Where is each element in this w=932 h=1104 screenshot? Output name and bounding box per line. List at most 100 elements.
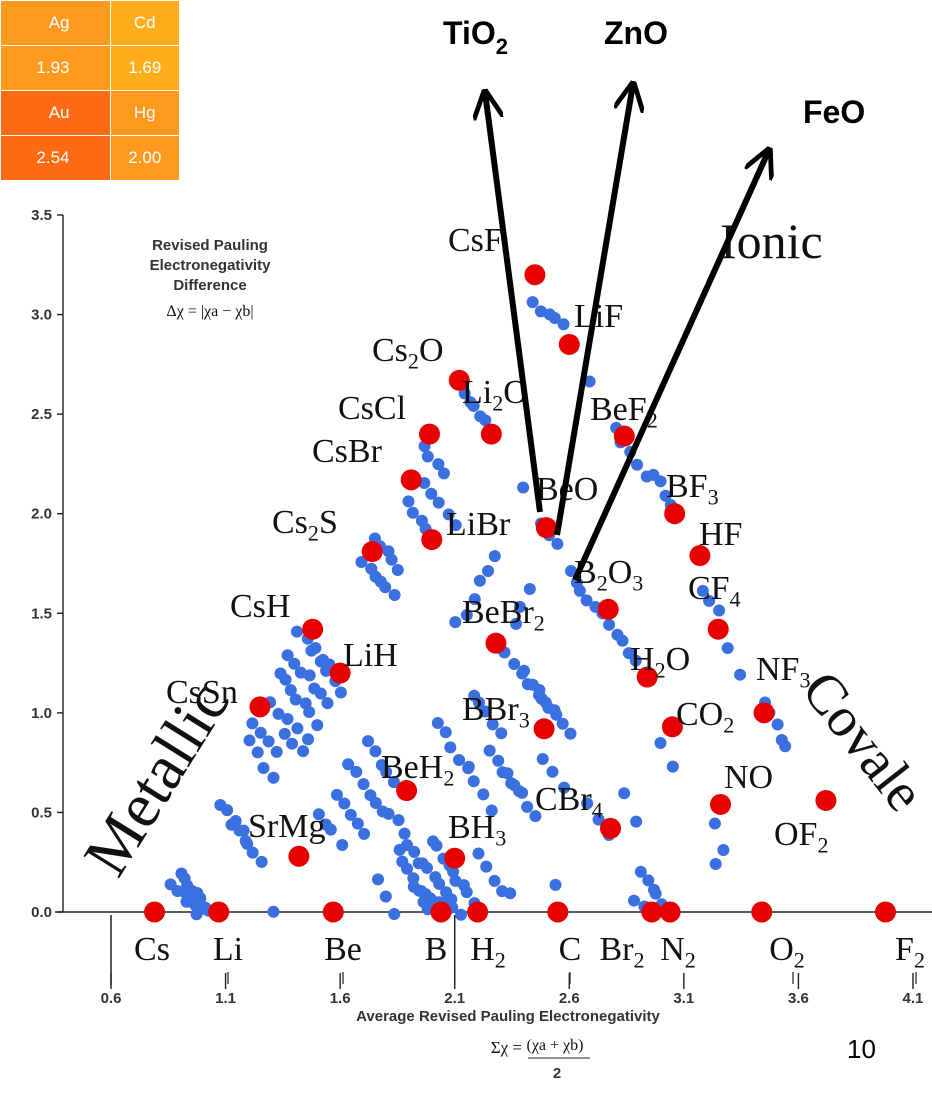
data-point bbox=[398, 827, 411, 840]
data-point bbox=[526, 296, 539, 309]
annotation-line-2: Electronegativity bbox=[150, 257, 272, 274]
compound-label: LiH bbox=[343, 637, 398, 674]
element-table-cell: 1.69 bbox=[109, 45, 180, 91]
zno-arrow bbox=[554, 84, 633, 536]
data-point bbox=[467, 775, 480, 788]
data-point bbox=[603, 618, 616, 631]
data-point bbox=[616, 634, 629, 647]
data-point bbox=[190, 908, 203, 921]
data-point bbox=[449, 616, 462, 629]
highlight-point bbox=[535, 517, 557, 539]
element-table-cell: Hg bbox=[109, 90, 180, 136]
data-point bbox=[311, 719, 324, 732]
data-point bbox=[239, 835, 252, 848]
data-point bbox=[513, 600, 526, 613]
element-table-cell: Cd bbox=[109, 0, 180, 46]
highlight-point bbox=[302, 618, 324, 640]
data-point bbox=[521, 800, 534, 813]
data-point bbox=[402, 495, 415, 508]
highlight-point bbox=[322, 901, 344, 923]
data-point bbox=[433, 877, 446, 890]
compound-label: CsCl bbox=[338, 390, 406, 427]
highlight-point bbox=[485, 632, 507, 654]
compound-label: BH3 bbox=[448, 809, 506, 850]
compound-label: CBr4 bbox=[535, 781, 603, 822]
data-point bbox=[320, 664, 333, 677]
highlight-point bbox=[600, 817, 622, 839]
highlight-point bbox=[396, 780, 418, 802]
x-tick-label: 0.6 bbox=[101, 990, 122, 1007]
data-point bbox=[314, 655, 327, 668]
x-formula: Σχ = (χa + χb) 2 bbox=[491, 1037, 590, 1082]
data-point bbox=[401, 862, 414, 875]
data-point bbox=[517, 481, 530, 494]
y-tick-label: 1.0 bbox=[31, 705, 52, 722]
highlight-point bbox=[533, 718, 555, 740]
data-point bbox=[442, 508, 455, 521]
data-point bbox=[467, 399, 480, 412]
element-table: Ag Cd 1.93 1.69 Au Hg 2.54 2.00 bbox=[0, 0, 180, 181]
data-point bbox=[548, 312, 561, 325]
data-point bbox=[523, 583, 536, 596]
data-point bbox=[388, 589, 401, 602]
data-point bbox=[288, 657, 301, 670]
data-point bbox=[388, 907, 401, 920]
data-point bbox=[488, 874, 501, 887]
data-point bbox=[358, 827, 371, 840]
data-point bbox=[634, 865, 647, 878]
element-table-cell: Ag bbox=[0, 0, 111, 46]
data-point bbox=[303, 705, 316, 718]
data-point bbox=[262, 735, 275, 748]
compound-label: BeF2 bbox=[590, 391, 658, 432]
highlight-point bbox=[707, 618, 729, 640]
data-point bbox=[516, 786, 529, 799]
data-point bbox=[454, 908, 467, 921]
data-point bbox=[278, 727, 291, 740]
data-point bbox=[642, 874, 655, 887]
data-point bbox=[444, 741, 457, 754]
data-point bbox=[581, 797, 594, 810]
data-point bbox=[291, 722, 304, 735]
data-point bbox=[479, 414, 492, 427]
data-point bbox=[565, 565, 578, 578]
data-point bbox=[431, 717, 444, 730]
data-point bbox=[779, 740, 792, 753]
y-tick-label: 2.0 bbox=[31, 506, 52, 523]
compound-label: OF2 bbox=[774, 816, 829, 857]
data-point bbox=[379, 581, 392, 594]
data-point bbox=[233, 824, 246, 837]
compound-label: CsF bbox=[448, 222, 503, 259]
element-table-cell: 2.54 bbox=[0, 135, 111, 181]
data-point bbox=[391, 564, 404, 577]
data-point bbox=[473, 574, 486, 587]
data-point bbox=[439, 726, 452, 739]
data-point bbox=[379, 890, 392, 903]
data-point bbox=[281, 649, 294, 662]
x-axis-label: Average Revised Pauling Electronegativit… bbox=[356, 1008, 660, 1025]
data-point bbox=[492, 754, 505, 767]
data-point bbox=[290, 625, 303, 638]
zno-label: ZnO bbox=[604, 15, 668, 51]
data-point bbox=[488, 550, 501, 563]
y-tick-label: 3.0 bbox=[31, 307, 52, 324]
highlight-point bbox=[480, 423, 502, 445]
data-point bbox=[495, 727, 508, 740]
highlight-point bbox=[815, 789, 837, 811]
data-point bbox=[267, 771, 280, 784]
data-point bbox=[666, 760, 679, 773]
data-point bbox=[485, 804, 498, 817]
data-point bbox=[510, 617, 523, 630]
data-point bbox=[338, 797, 351, 810]
data-point bbox=[314, 687, 327, 700]
data-point bbox=[573, 584, 586, 597]
data-point bbox=[536, 752, 549, 765]
data-point bbox=[286, 737, 299, 750]
compound-label: NF3 bbox=[756, 651, 811, 692]
tio2-label: TiO2 bbox=[443, 15, 508, 59]
data-point bbox=[351, 817, 364, 830]
data-point bbox=[526, 678, 539, 691]
data-point bbox=[330, 788, 343, 801]
x-tick-label: 2.1 bbox=[444, 990, 465, 1007]
compound-label: H2O bbox=[630, 641, 690, 682]
data-point bbox=[535, 692, 548, 705]
